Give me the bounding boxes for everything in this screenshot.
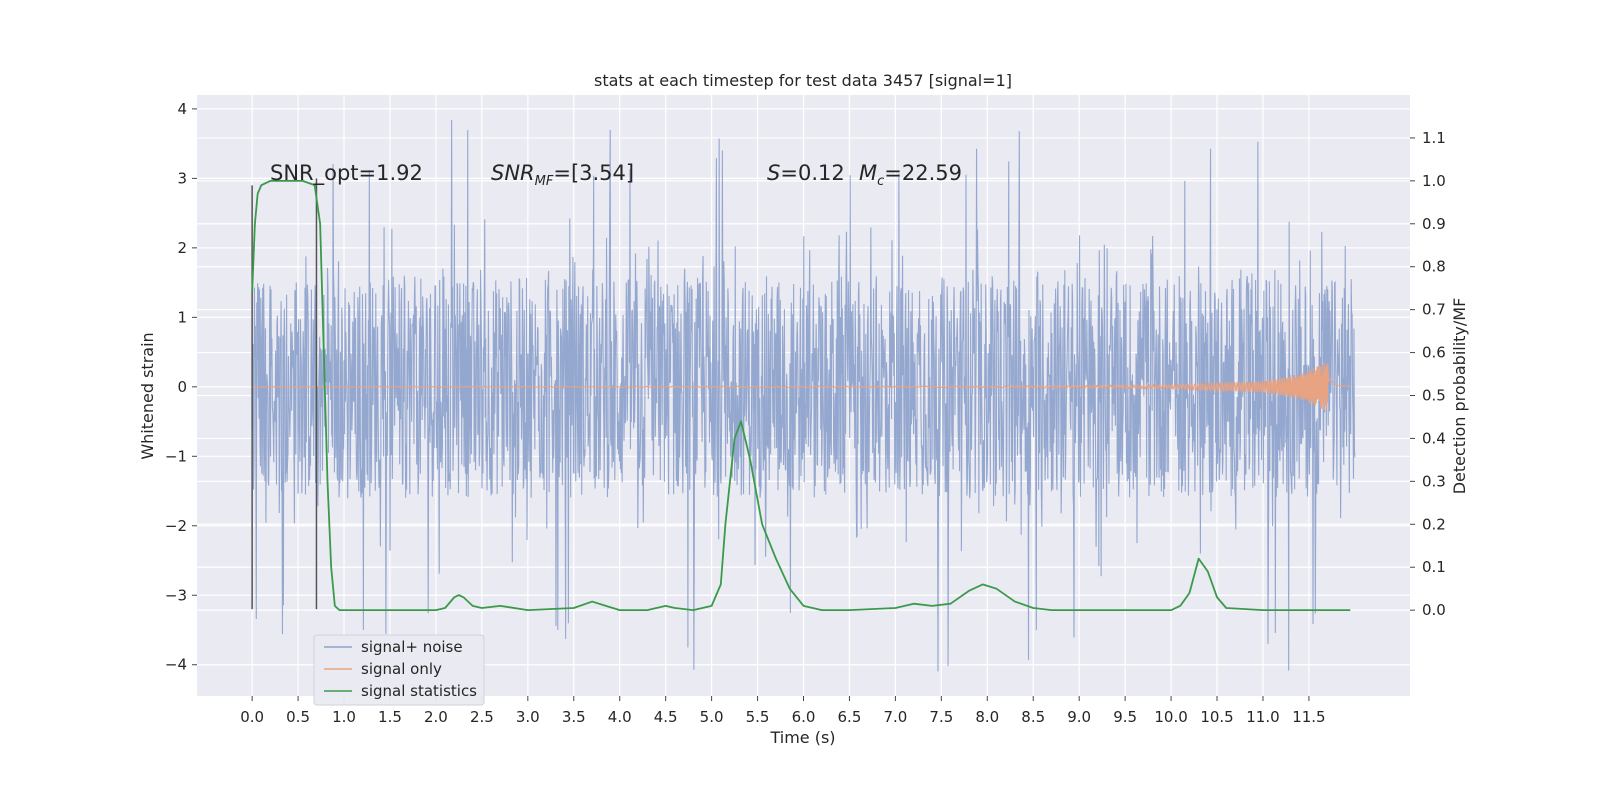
x-tick-label: 9.0	[1067, 708, 1091, 726]
x-tick-label: 6.0	[792, 708, 816, 726]
y-right-tick-label: 1.0	[1422, 172, 1446, 190]
series-signal-noise-layer	[251, 120, 1356, 672]
x-tick-label: 11.0	[1246, 708, 1279, 726]
y-right-tick-label: 0.7	[1422, 301, 1446, 319]
x-tick-label: 8.0	[975, 708, 999, 726]
y-right-tick-label: 0.0	[1422, 601, 1446, 619]
legend: signal+ noise signal only signal statist…	[313, 634, 485, 706]
y-right-tick-label: 0.9	[1422, 215, 1446, 233]
y-left-tick-label: 3	[177, 169, 187, 187]
annotation-mc: Mc=22.59	[859, 161, 962, 189]
annotations: SNR_opt=1.92 SNRMF=[3.54] S=0.12 Mc=22.5…	[270, 161, 962, 189]
x-tick-label: 11.5	[1292, 708, 1325, 726]
x-tick-label: 8.5	[1021, 708, 1045, 726]
x-tick-label: 2.5	[470, 708, 494, 726]
y-left-tick-label: 4	[177, 100, 187, 118]
annotation-s-value: 0.12	[798, 161, 845, 185]
right-y-axis-ticks: 0.0 0.1 0.2 0.3 0.4 0.5 0.6 0.7 0.8 0.9 1.0 1.1	[1410, 129, 1446, 619]
y-left-tick-label: −4	[165, 656, 187, 674]
series-signal-noise-line	[251, 120, 1356, 672]
y-right-tick-label: 0.3	[1422, 472, 1446, 490]
x-tick-label: 0.5	[286, 708, 310, 726]
chart-title: stats at each timestep for test data 345…	[594, 71, 1012, 90]
annotation-snr-opt: SNR_opt=1.92	[270, 161, 423, 186]
x-tick-label: 2.0	[424, 708, 448, 726]
y-left-tick-label: −1	[165, 447, 187, 465]
y-left-tick-label: −2	[165, 517, 187, 535]
y-right-tick-label: 0.5	[1422, 387, 1446, 405]
y-left-tick-label: 2	[177, 239, 187, 257]
series-signal-only-line	[252, 362, 1351, 411]
x-tick-label: 5.5	[746, 708, 770, 726]
legend-label-signal-statistics: signal statistics	[361, 682, 477, 700]
x-axis-ticks: 0.0 0.5 1.0 1.5 2.0 2.5 3.0 3.5 4.0 4.5 5.0 5.5 6.0 6…	[240, 696, 1326, 726]
x-tick-label: 5.0	[700, 708, 724, 726]
y-right-tick-label: 0.1	[1422, 558, 1446, 576]
x-tick-label: 4.5	[654, 708, 678, 726]
x-tick-label: 3.5	[562, 708, 586, 726]
annotation-snr-mf: SNRMF=[3.54]	[491, 161, 634, 189]
legend-label-signal-only: signal only	[361, 660, 442, 678]
x-tick-label: 7.5	[929, 708, 953, 726]
x-tick-label: 6.5	[838, 708, 862, 726]
legend-label-signal-noise: signal+ noise	[361, 638, 463, 656]
y-right-tick-label: 1.1	[1422, 129, 1446, 147]
x-tick-label: 10.5	[1200, 708, 1233, 726]
annotation-snr-mf-value: [3.54]	[571, 161, 634, 185]
y-right-tick-label: 0.6	[1422, 344, 1446, 362]
y-left-tick-label: 0	[177, 378, 187, 396]
legend-box	[313, 634, 485, 706]
x-axis-label: Time (s)	[769, 728, 835, 747]
annotation-mc-value: 22.59	[902, 161, 962, 185]
x-tick-label: 4.0	[608, 708, 632, 726]
left-y-axis-ticks: −4 −3 −2 −1 0 1 2 3 4	[165, 100, 197, 674]
y-left-tick-label: −3	[165, 586, 187, 604]
right-y-axis-label: Detection probability/MF	[1450, 298, 1469, 495]
x-tick-label: 1.5	[378, 708, 402, 726]
series-signal-only-layer	[252, 362, 1351, 411]
series-signal-statistics-line	[251, 179, 1351, 612]
x-tick-label: 10.0	[1154, 708, 1187, 726]
y-right-tick-label: 0.8	[1422, 258, 1446, 276]
annotation-s: S=0.12	[767, 161, 845, 185]
x-tick-label: 7.0	[883, 708, 907, 726]
x-tick-label: 3.0	[516, 708, 540, 726]
vertical-markers	[251, 178, 318, 610]
y-right-tick-label: 0.4	[1422, 429, 1446, 447]
x-tick-label: 1.0	[332, 708, 356, 726]
y-right-tick-label: 0.2	[1422, 515, 1446, 533]
series-signal-statistics-layer	[251, 179, 1351, 612]
x-tick-label: 9.5	[1113, 708, 1137, 726]
left-y-axis-label: Whitened strain	[138, 332, 157, 459]
y-left-tick-label: 1	[177, 308, 187, 326]
x-tick-label: 0.0	[240, 708, 264, 726]
